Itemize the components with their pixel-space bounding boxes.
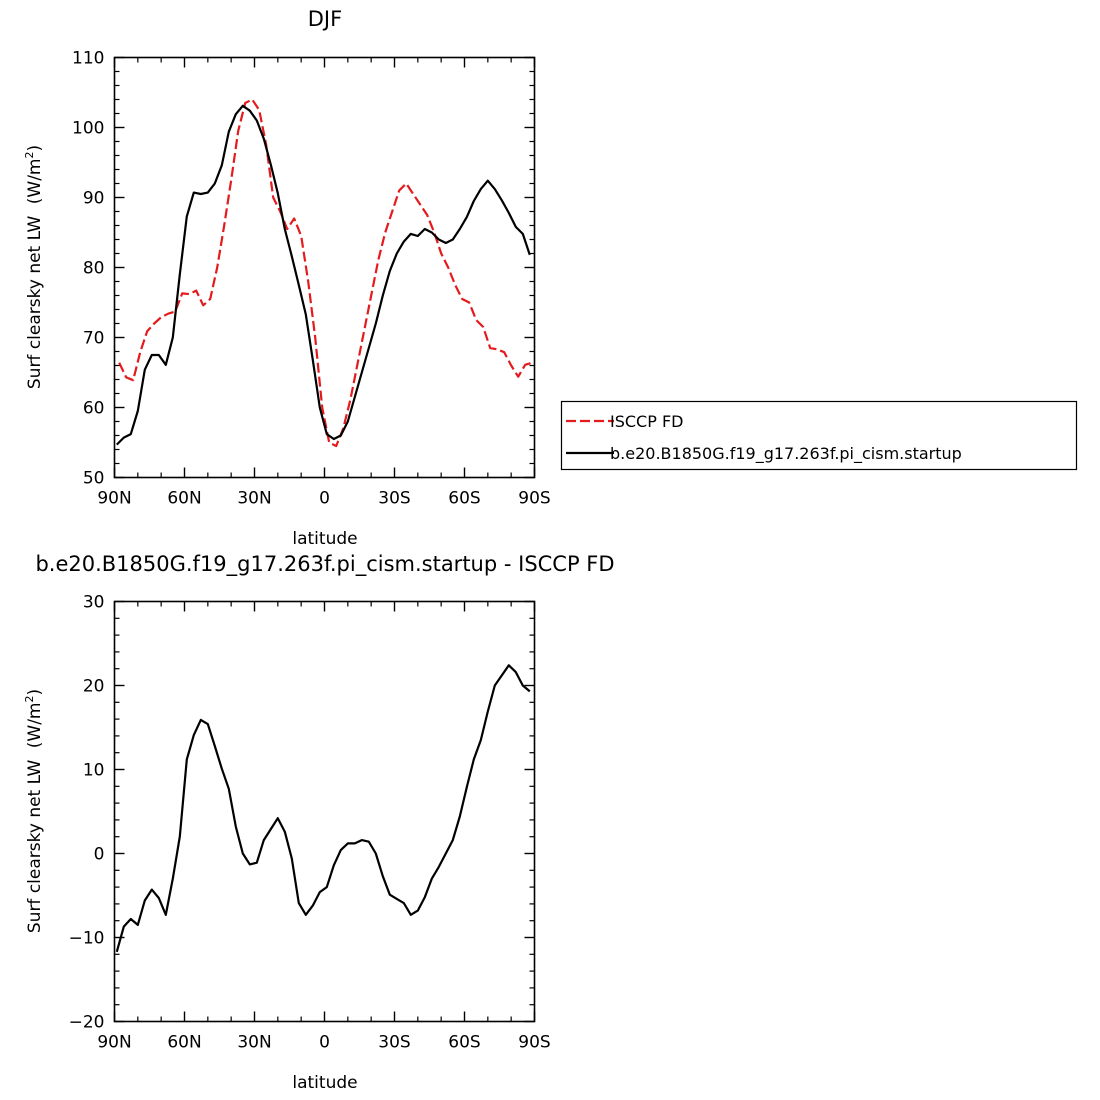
y-tick-label: 60 [83, 399, 105, 419]
x-tick-label: 90N [97, 489, 131, 509]
plot-area [113, 56, 536, 479]
x-tick-labels: 90N 60N 30N 0 30S 60S 90S [97, 489, 550, 509]
y-axis-label-unit-sup: 2 [23, 696, 36, 703]
series-lines [115, 664, 531, 953]
y-tick-label: 110 [72, 49, 104, 69]
y-tick-label: 10 [83, 761, 105, 781]
x-tick-label: 0 [319, 489, 330, 509]
legend-label-model: b.e20.B1850G.f19_g17.263f.pi_cism.startu… [610, 444, 962, 464]
x-tick-label: 0 [319, 1033, 330, 1053]
y-tick-label: 0 [94, 845, 105, 865]
y-tick-labels: −20 −10 0 10 20 30 [69, 593, 105, 1033]
y-axis-label-unit: (W/m [25, 703, 45, 749]
axis-ticks [113, 600, 536, 1023]
plot-area [113, 600, 536, 1023]
x-tick-label: 30S [378, 489, 410, 509]
y-tick-label: 20 [83, 677, 105, 697]
x-tick-label: 30S [378, 1033, 410, 1053]
plot-frame [113, 56, 536, 479]
y-tick-label: 80 [83, 259, 105, 279]
y-tick-label: 70 [83, 329, 105, 349]
y-tick-label: −20 [69, 1013, 105, 1033]
x-tick-label: 60S [448, 1033, 480, 1053]
series-line-0 [115, 664, 531, 953]
x-tick-label: 60S [448, 489, 480, 509]
y-axis-label-text: Surf clearsky net LW [25, 759, 45, 933]
legend: ISCCP FD b.e20.B1850G.f19_g17.263f.pi_ci… [560, 400, 1078, 471]
x-tick-label: 60N [167, 489, 201, 509]
x-axis-label: latitude [292, 529, 357, 549]
x-tick-label: 90N [97, 1033, 131, 1053]
plot-frame [113, 600, 536, 1023]
chart-panel-bottom: b.e20.B1850G.f19_g17.263f.pi_cism.startu… [23, 552, 615, 1093]
x-tick-label: 30N [237, 1033, 271, 1053]
y-tick-label: 50 [83, 469, 105, 489]
x-tick-label: 90S [518, 1033, 550, 1053]
y-tick-labels: 50 60 70 80 90 100 110 [72, 49, 104, 489]
series-line-1 [116, 104, 531, 446]
x-tick-label: 60N [167, 1033, 201, 1053]
x-axis-label: latitude [292, 1073, 357, 1093]
y-tick-label: −10 [69, 929, 105, 949]
series-lines [116, 98, 533, 448]
x-tick-labels: 90N 60N 30N 0 30S 60S 90S [97, 1033, 550, 1053]
y-tick-label: 90 [83, 189, 105, 209]
y-axis-label-unit-close: ) [25, 689, 45, 696]
x-tick-label: 30N [237, 489, 271, 509]
y-axis-label: Surf clearsky net LW (W/m2) [23, 689, 45, 933]
series-line-0 [118, 98, 533, 448]
y-axis-label-unit-sup: 2 [23, 152, 36, 159]
y-axis-label-unit-close: ) [25, 145, 45, 152]
y-axis-label-text: Surf clearsky net LW [25, 215, 45, 389]
chart-panel-top: DJF 90N 60N 30N 0 30S 60S 90S 50 60 70 80 90 100 110… [23, 7, 1078, 549]
chart-title: DJF [308, 7, 342, 31]
axis-ticks [113, 56, 536, 479]
y-tick-label: 30 [83, 593, 105, 613]
y-axis-label-unit: (W/m [25, 159, 45, 205]
legend-label-isccp: ISCCP FD [610, 412, 683, 431]
legend-box [560, 400, 1078, 471]
chart-title: b.e20.B1850G.f19_g17.263f.pi_cism.startu… [35, 552, 614, 577]
y-axis-label: Surf clearsky net LW (W/m2) [23, 145, 45, 389]
y-tick-label: 100 [72, 119, 104, 139]
x-tick-label: 90S [518, 489, 550, 509]
